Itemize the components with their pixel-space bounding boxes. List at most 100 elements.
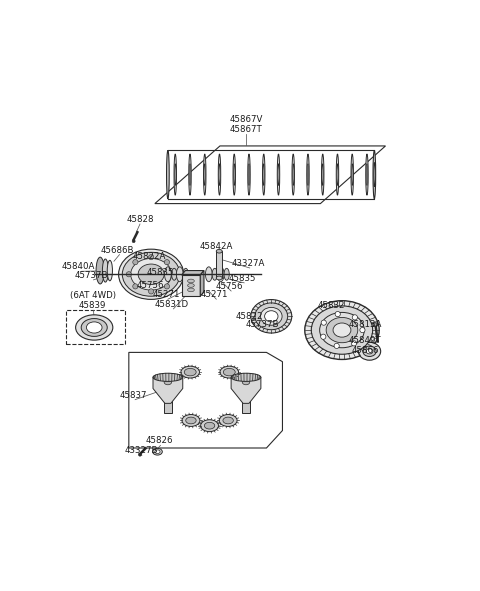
- Text: 45842A: 45842A: [200, 242, 233, 251]
- Ellipse shape: [312, 306, 372, 354]
- Ellipse shape: [96, 257, 104, 284]
- Ellipse shape: [251, 300, 292, 333]
- Ellipse shape: [102, 259, 108, 282]
- Text: 43327A: 43327A: [231, 259, 264, 268]
- Ellipse shape: [248, 154, 250, 195]
- Ellipse shape: [81, 319, 107, 336]
- Circle shape: [132, 240, 135, 243]
- Ellipse shape: [218, 154, 221, 195]
- Ellipse shape: [234, 164, 235, 186]
- Text: 45840A: 45840A: [62, 262, 96, 271]
- Ellipse shape: [153, 374, 183, 381]
- Ellipse shape: [326, 317, 358, 343]
- Ellipse shape: [264, 311, 278, 322]
- Ellipse shape: [337, 164, 338, 186]
- Ellipse shape: [223, 417, 233, 424]
- Ellipse shape: [217, 267, 224, 282]
- Text: 45837: 45837: [120, 391, 147, 400]
- Ellipse shape: [153, 449, 162, 455]
- Ellipse shape: [155, 450, 160, 453]
- Ellipse shape: [219, 164, 220, 186]
- Ellipse shape: [373, 163, 375, 187]
- Ellipse shape: [182, 414, 200, 427]
- Circle shape: [321, 320, 326, 325]
- Text: 45686B: 45686B: [101, 245, 134, 255]
- Text: 45826: 45826: [146, 436, 173, 446]
- Text: 45832: 45832: [318, 301, 345, 310]
- Ellipse shape: [359, 342, 381, 360]
- Ellipse shape: [183, 268, 188, 280]
- Ellipse shape: [172, 268, 177, 280]
- Circle shape: [351, 341, 357, 346]
- Ellipse shape: [263, 164, 264, 186]
- Text: 45756: 45756: [216, 282, 243, 291]
- Circle shape: [335, 311, 340, 317]
- Ellipse shape: [224, 268, 229, 280]
- Ellipse shape: [188, 279, 194, 283]
- Ellipse shape: [292, 154, 294, 195]
- Ellipse shape: [138, 264, 164, 284]
- Text: 45756: 45756: [136, 281, 164, 290]
- Ellipse shape: [248, 164, 250, 186]
- Ellipse shape: [366, 349, 373, 354]
- Polygon shape: [155, 146, 385, 203]
- Ellipse shape: [186, 417, 196, 424]
- Ellipse shape: [204, 423, 215, 429]
- Ellipse shape: [366, 154, 368, 195]
- Text: 45828: 45828: [126, 215, 154, 224]
- Circle shape: [133, 259, 138, 265]
- Circle shape: [126, 272, 132, 277]
- Ellipse shape: [278, 164, 279, 186]
- Bar: [164, 382, 171, 413]
- Ellipse shape: [277, 154, 280, 195]
- Circle shape: [139, 453, 142, 456]
- Ellipse shape: [177, 267, 183, 282]
- Ellipse shape: [307, 154, 309, 195]
- Ellipse shape: [86, 322, 102, 333]
- Polygon shape: [129, 352, 282, 448]
- Ellipse shape: [242, 379, 250, 385]
- Circle shape: [148, 255, 154, 260]
- Ellipse shape: [223, 368, 235, 376]
- Ellipse shape: [76, 315, 113, 340]
- Ellipse shape: [204, 154, 206, 195]
- Ellipse shape: [366, 164, 368, 186]
- Circle shape: [171, 272, 176, 277]
- Text: 45271: 45271: [152, 290, 180, 299]
- Ellipse shape: [336, 154, 339, 195]
- Ellipse shape: [320, 313, 364, 348]
- Ellipse shape: [216, 249, 222, 253]
- Ellipse shape: [307, 164, 309, 186]
- Polygon shape: [181, 275, 200, 296]
- Ellipse shape: [233, 154, 236, 195]
- Ellipse shape: [220, 366, 239, 378]
- Ellipse shape: [305, 301, 379, 359]
- Ellipse shape: [119, 249, 184, 300]
- Ellipse shape: [216, 276, 222, 280]
- Ellipse shape: [190, 164, 191, 186]
- Ellipse shape: [167, 150, 169, 199]
- Circle shape: [360, 327, 365, 333]
- Circle shape: [164, 284, 169, 289]
- Ellipse shape: [201, 420, 218, 431]
- Ellipse shape: [174, 154, 177, 195]
- Ellipse shape: [263, 154, 265, 195]
- Ellipse shape: [293, 164, 294, 186]
- Text: 45737B: 45737B: [75, 271, 108, 280]
- Circle shape: [148, 289, 154, 294]
- Text: 43327B: 43327B: [124, 446, 158, 456]
- Ellipse shape: [261, 307, 282, 325]
- Bar: [242, 382, 250, 413]
- Ellipse shape: [255, 303, 288, 330]
- Circle shape: [133, 284, 138, 289]
- Polygon shape: [200, 271, 204, 296]
- Circle shape: [334, 343, 339, 349]
- Ellipse shape: [107, 260, 112, 281]
- Ellipse shape: [184, 368, 196, 376]
- Circle shape: [321, 334, 326, 339]
- Ellipse shape: [188, 284, 194, 287]
- Text: 45835: 45835: [147, 268, 174, 277]
- Text: 45835: 45835: [228, 274, 256, 283]
- Ellipse shape: [122, 252, 180, 296]
- Ellipse shape: [181, 366, 200, 378]
